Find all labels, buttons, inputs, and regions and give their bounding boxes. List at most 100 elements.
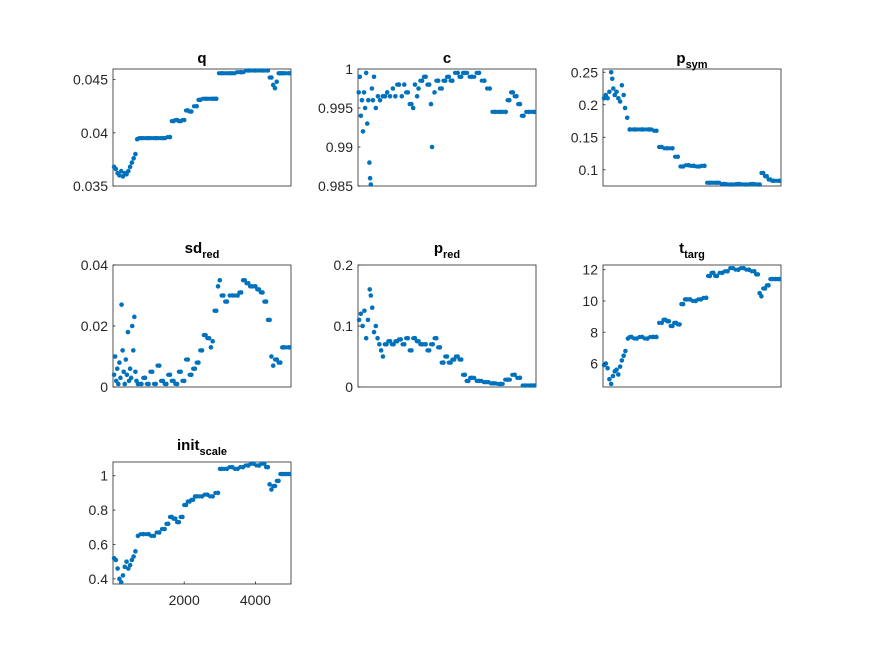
y-tick-label: 12 [582,262,598,278]
data-point [405,90,411,95]
y-tick-label: 0.6 [89,536,109,552]
data-point [126,168,131,174]
data-point [113,557,119,563]
title-main: init [177,437,200,454]
data-point [423,342,428,347]
data-point [131,554,136,559]
data-point [115,566,120,571]
data-point [164,381,169,387]
data-point [146,381,151,387]
data-point [510,90,516,95]
scatter-points [601,265,782,387]
y-tick-label: 1 [345,61,353,77]
data-point [776,276,782,282]
y-tick-label: 0.25 [571,64,598,80]
data-point [153,381,159,387]
data-point [409,348,414,353]
data-point [126,566,131,571]
title-subscript: red [202,249,219,261]
y-tick-label: 8 [590,324,598,340]
data-point [426,82,432,87]
data-point [387,94,393,99]
data-point [426,348,432,353]
data-point [358,311,364,317]
data-point [210,494,215,499]
y-tick-label: 0.045 [73,72,108,88]
data-point [378,348,384,353]
subplot-title: sdred [185,240,220,261]
title-main: p [676,50,685,67]
subplot-init-scale: 0.4 0.6 0.8 1 2000 4000 initscale [89,437,292,608]
data-point [368,182,374,187]
data-point [371,74,377,80]
data-point [142,375,148,381]
data-point [430,342,436,347]
data-point [286,471,292,477]
data-point [432,90,437,95]
data-point [118,579,124,585]
data-point [173,516,178,522]
data-point [462,372,468,378]
data-point [435,78,441,83]
y-axis-ticks: 6 8 10 12 [582,262,606,372]
data-point [363,335,369,341]
data-point [622,105,628,111]
data-point [366,97,371,103]
data-point [217,277,223,283]
data-point [605,365,610,371]
y-axis-ticks: 0.1 0.15 0.2 0.25 [571,64,606,178]
data-point [139,381,144,387]
data-point [133,369,138,375]
data-point [167,372,173,378]
y-tick-label: 0.1 [334,318,354,334]
subplot-p-sym: 0.1 0.15 0.2 0.25 psym [571,50,782,187]
data-point [363,70,369,76]
data-point [123,357,129,362]
y-axis-ticks: 0 0.02 0.04 [81,257,116,395]
data-point [213,308,219,314]
data-point [362,308,367,314]
data-point [603,361,609,366]
data-point [367,175,373,181]
data-point [118,168,124,174]
data-point [428,101,434,107]
data-point [127,366,133,371]
data-point [356,317,362,323]
data-point [623,348,628,354]
data-point [617,99,623,104]
data-point [393,94,398,99]
data-point [156,363,162,368]
data-point [423,74,428,80]
data-point [196,360,201,365]
axes-box [602,264,782,388]
data-point [766,283,771,288]
data-point [206,335,212,341]
data-point [117,173,122,178]
data-point [369,86,375,91]
scatter-points [111,277,292,387]
data-point [133,151,138,157]
data-point [286,345,292,350]
data-point [156,530,162,535]
data-point [356,90,362,95]
scatter-points [111,68,292,179]
data-point [755,272,761,277]
subplot-title: q [197,50,206,67]
data-point [360,129,366,134]
data-point [608,381,614,387]
data-point [517,375,523,381]
data-point [360,323,365,329]
title-subscript: scale [199,446,227,458]
data-point [113,166,119,172]
data-point [382,94,388,99]
data-point [677,322,682,327]
data-point [621,92,626,98]
subplot-title: initscale [177,437,227,458]
data-point [375,335,380,341]
subplot-c: 0.985 0.99 0.995 1 c [318,50,537,194]
data-point [129,557,135,563]
y-tick-label: 10 [582,293,598,309]
data-point [267,317,272,323]
data-point [120,573,126,578]
y-tick-label: 0 [100,379,108,395]
